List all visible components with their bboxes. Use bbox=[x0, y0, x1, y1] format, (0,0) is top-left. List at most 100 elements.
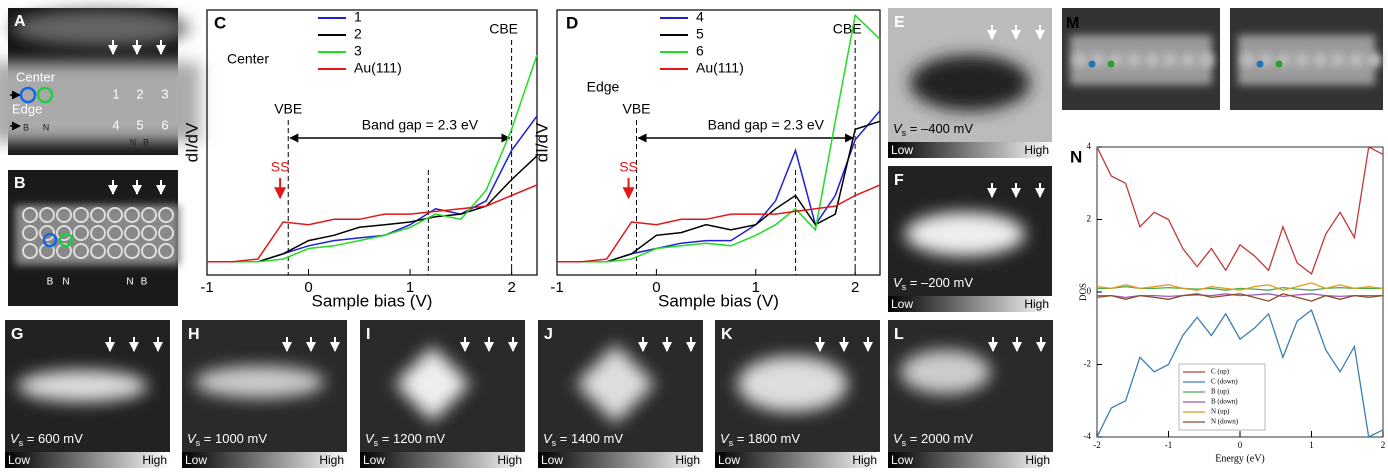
lattice-ring bbox=[39, 207, 55, 223]
atom-label: B bbox=[141, 277, 148, 288]
lattice-ring bbox=[107, 225, 123, 241]
y-axis-label: DOS bbox=[1078, 283, 1088, 301]
lattice-spot bbox=[1198, 52, 1214, 68]
lattice-ring bbox=[141, 225, 157, 241]
colorbar-low: Low bbox=[8, 453, 30, 467]
legend-title: Center bbox=[227, 51, 269, 67]
map-panel: L Vs = 2000 mV Low High bbox=[888, 320, 1053, 468]
bias-sub: s bbox=[729, 438, 734, 448]
bias-label: Vs = 1200 mV bbox=[365, 431, 445, 448]
label: Center bbox=[16, 69, 56, 84]
bias-value: = –400 mV bbox=[906, 121, 973, 136]
bias-sub: s bbox=[902, 282, 907, 292]
gap-label: Band gap = 2.3 eV bbox=[708, 117, 825, 133]
plot-frame bbox=[556, 9, 881, 276]
series-line bbox=[1097, 147, 1383, 275]
x-tick-label: 2 bbox=[851, 279, 859, 296]
site-dot bbox=[1275, 60, 1283, 68]
map-blob bbox=[194, 366, 325, 398]
lattice-spot bbox=[1126, 52, 1142, 68]
x-tick-label: 0 bbox=[304, 279, 312, 296]
ribbon-top bbox=[10, 10, 190, 46]
panel-letter: L bbox=[894, 326, 904, 343]
lattice-ring bbox=[124, 225, 140, 241]
site-label: 3 bbox=[161, 86, 168, 101]
site-dot bbox=[1107, 60, 1115, 68]
y-axis-label: dI/dV bbox=[532, 122, 551, 162]
site-label: 1 bbox=[112, 86, 119, 101]
panel-b: BB N N B bbox=[8, 170, 180, 306]
map-blob bbox=[737, 356, 848, 412]
lattice-ring bbox=[73, 225, 89, 241]
legend-label: 2 bbox=[354, 26, 362, 42]
ribbon bbox=[0, 62, 200, 142]
lattice-ring bbox=[22, 243, 38, 259]
lattice-ring bbox=[107, 207, 123, 223]
legend-label: C (up) bbox=[1211, 368, 1230, 376]
x-axis-label: Sample bias (V) bbox=[312, 291, 433, 310]
lattice-ring bbox=[90, 243, 106, 259]
lattice-spot bbox=[1144, 52, 1160, 68]
lattice-ring bbox=[22, 225, 38, 241]
map-panel: G Vs = 600 mV Low High bbox=[5, 320, 170, 468]
bias-sub: s bbox=[196, 438, 201, 448]
colorbar-high: High bbox=[675, 453, 700, 467]
colorbar bbox=[5, 452, 170, 468]
map-panel: K Vs = 1800 mV Low High bbox=[715, 320, 880, 468]
x-tick-label: 2 bbox=[1381, 440, 1386, 450]
colorbar bbox=[888, 142, 1052, 158]
colorbar-low: Low bbox=[891, 453, 913, 467]
panel-letter: F bbox=[894, 172, 904, 189]
y-axis-label: dI/dV bbox=[182, 122, 201, 162]
panel-letter: A bbox=[14, 13, 26, 30]
site-marker bbox=[19, 86, 37, 104]
vbe-label: VBE bbox=[274, 101, 302, 117]
lattice-spot bbox=[1180, 52, 1196, 68]
x-tick-label: 1 bbox=[1309, 440, 1314, 450]
map-blob bbox=[575, 344, 656, 424]
panel-letter: M bbox=[1066, 15, 1079, 32]
site-marker bbox=[58, 232, 74, 248]
bias-var: V bbox=[10, 431, 20, 446]
site-marker bbox=[42, 232, 58, 248]
bias-label: Vs = 1400 mV bbox=[543, 431, 623, 448]
bias-var: V bbox=[187, 431, 197, 446]
bias-value: = 1400 mV bbox=[556, 431, 623, 446]
lattice-ring bbox=[90, 207, 106, 223]
series-line bbox=[207, 54, 538, 263]
series-line bbox=[207, 184, 538, 263]
site-label: 5 bbox=[136, 117, 143, 132]
lattice-ring bbox=[141, 207, 157, 223]
bias-sub: s bbox=[374, 438, 379, 448]
colorbar bbox=[888, 296, 1052, 312]
map-panel: J Vs = 1400 mV Low High bbox=[538, 320, 703, 468]
colorbar bbox=[538, 452, 703, 468]
legend-label: 6 bbox=[696, 43, 704, 59]
atom-label: B bbox=[23, 122, 29, 132]
x-tick-label: 0 bbox=[1238, 440, 1243, 450]
lattice-ring bbox=[39, 225, 55, 241]
bias-value: = 1200 mV bbox=[378, 431, 445, 446]
cbe-label: CBE bbox=[489, 21, 518, 37]
legend-label: 4 bbox=[696, 9, 704, 25]
map-panel: F Vs = –200 mV Low High bbox=[888, 166, 1052, 312]
series-line bbox=[557, 184, 881, 263]
panel-m: M bbox=[1062, 8, 1383, 110]
bias-value: = 2000 mV bbox=[906, 431, 973, 446]
colorbar bbox=[715, 452, 880, 468]
lattice-ring bbox=[124, 207, 140, 223]
bias-sub: s bbox=[19, 438, 24, 448]
atom-label: B bbox=[47, 277, 54, 288]
colorbar-low: Low bbox=[891, 143, 913, 157]
series-line bbox=[557, 13, 881, 263]
x-axis-label: Sample bias (V) bbox=[658, 291, 779, 310]
map-panel: E Vs = –400 mV Low High bbox=[888, 8, 1052, 158]
bias-var: V bbox=[365, 431, 375, 446]
y-tick-label: -4 bbox=[1084, 431, 1092, 441]
map-blob bbox=[394, 346, 471, 422]
legend-label: 3 bbox=[354, 43, 362, 59]
label: Edge bbox=[12, 101, 42, 116]
